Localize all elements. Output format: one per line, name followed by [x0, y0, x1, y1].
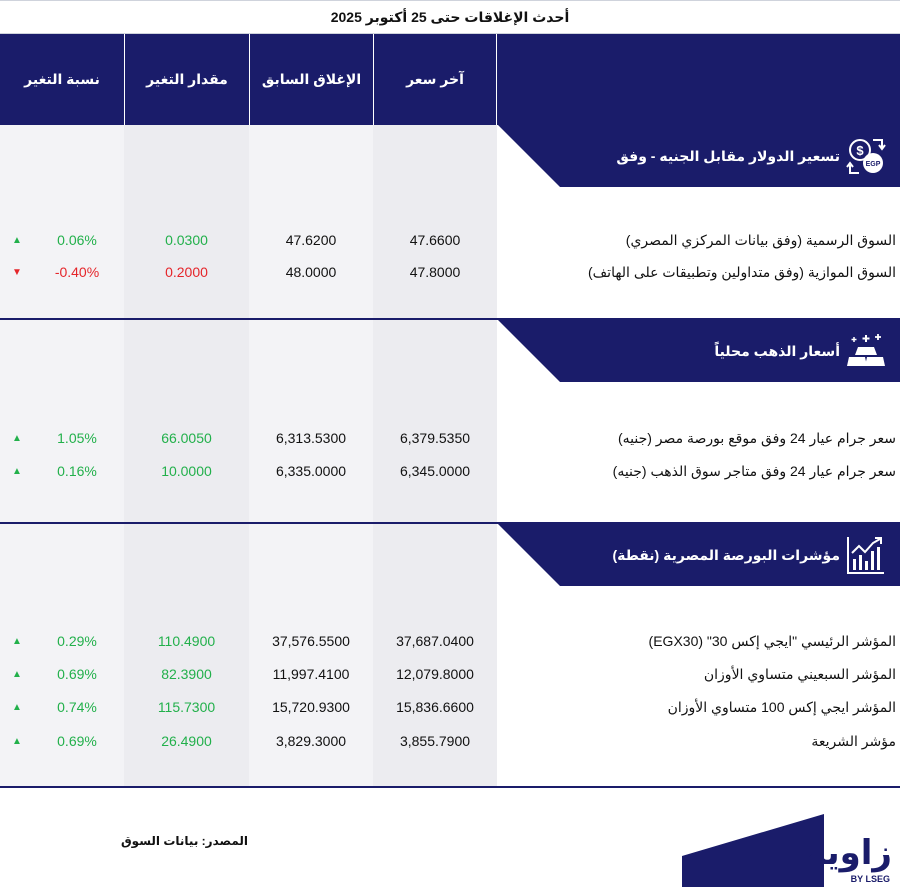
stock-chart-icon — [846, 535, 886, 575]
up-arrow-icon: ▲ — [12, 668, 22, 680]
row-change-percent: 0.69% — [57, 666, 97, 682]
row-change-percent: 0.74% — [57, 699, 97, 715]
zawya-logo: زاوية BY LSEG — [682, 806, 900, 887]
row-previous-close: 6,335.0000 — [275, 463, 347, 479]
row-last-price: 6,345.0000 — [399, 463, 471, 479]
row-change-amount: 0.2000 — [165, 264, 208, 280]
up-arrow-icon: ▲ — [12, 735, 22, 747]
section-divider — [0, 318, 900, 320]
row-change-percent: 0.06% — [57, 232, 97, 248]
report-title-bar: أحدث الإغلاقات حتى 25 أكتوبر 2025 — [0, 0, 900, 34]
section-title: أسعار الذهب محلياً — [714, 342, 840, 359]
section-banner-egx-indices: مؤشرات البورصة المصرية (نقطة) — [498, 524, 900, 586]
logo-wordmark: زاوية — [806, 833, 892, 873]
row-label: السوق الموازية (وفق متداولين وتطبيقات عل… — [588, 263, 896, 280]
dollar-egp-exchange-icon: $ EGP — [846, 136, 886, 176]
row-label: المؤشر الرئيسي "ايجي إكس 30" (EGX30) — [648, 632, 896, 649]
row-last-price: 47.6600 — [409, 232, 461, 248]
table-row: مؤشر الشريعة 3,855.7900 3,829.3000 26.49… — [0, 726, 900, 756]
row-change-amount: 82.3900 — [161, 666, 212, 682]
up-arrow-icon: ▲ — [12, 701, 22, 713]
row-last-price: 37,687.0400 — [396, 633, 474, 649]
column-shade-change — [124, 125, 249, 787]
row-last-price: 47.8000 — [409, 264, 461, 280]
table-row: السوق الموازية (وفق متداولين وتطبيقات عل… — [0, 257, 900, 287]
row-change-amount: 110.4900 — [157, 633, 216, 649]
column-shade-prev — [249, 125, 373, 787]
row-last-price: 15,836.6600 — [396, 699, 474, 715]
header-last-price: آخر سعر — [373, 34, 497, 125]
row-change-amount: 115.7300 — [157, 699, 216, 715]
section-banner-usd-egp: تسعير الدولار مقابل الجنيه - وفق $ EGP — [498, 125, 900, 187]
up-arrow-icon: ▲ — [12, 234, 22, 246]
table-bottom-border — [0, 786, 900, 788]
up-arrow-icon: ▲ — [12, 635, 22, 647]
row-change-percent: -0.40% — [54, 264, 100, 280]
table-row: المؤشر السبعيني متساوي الأوزان 12,079.80… — [0, 659, 900, 689]
row-change-amount: 66.0050 — [161, 430, 212, 446]
gold-bars-icon — [846, 331, 886, 371]
row-previous-close: 15,720.9300 — [272, 699, 350, 715]
svg-text:$: $ — [856, 143, 864, 158]
row-previous-close: 11,997.4100 — [272, 666, 350, 682]
table-row: المؤشر الرئيسي "ايجي إكس 30" (EGX30) 37,… — [0, 626, 900, 656]
row-change-percent: 0.16% — [57, 463, 97, 479]
table-row: سعر جرام عيار 24 وفق متاجر سوق الذهب (جن… — [0, 456, 900, 486]
header-change-amount: مقدار التغير — [124, 34, 249, 125]
row-previous-close: 6,313.5300 — [275, 430, 347, 446]
table-row: سعر جرام عيار 24 وفق موقع بورصة مصر (جني… — [0, 423, 900, 453]
row-label: سعر جرام عيار 24 وفق موقع بورصة مصر (جني… — [617, 429, 896, 446]
row-change-percent: 0.69% — [57, 733, 97, 749]
logo-subtext: BY LSEG — [851, 874, 890, 884]
row-change-percent: 0.29% — [57, 633, 97, 649]
header-change-percent: نسبة التغير — [24, 71, 100, 87]
row-change-percent: 1.05% — [57, 430, 97, 446]
row-label: المؤشر ايجي إكس 100 متساوي الأوزان — [667, 698, 896, 715]
row-previous-close: 3,829.3000 — [275, 733, 347, 749]
row-label: المؤشر السبعيني متساوي الأوزان — [703, 665, 896, 682]
row-last-price: 3,855.7900 — [399, 733, 471, 749]
row-change-amount: 10.0000 — [161, 463, 212, 479]
row-change-amount: 0.0300 — [165, 232, 208, 248]
row-previous-close: 37,576.5500 — [272, 633, 350, 649]
report-title: أحدث الإغلاقات حتى 25 أكتوبر 2025 — [330, 9, 570, 25]
table-header: آخر سعر الإغلاق السابق مقدار التغير نسبة… — [0, 34, 900, 125]
section-title: تسعير الدولار مقابل الجنيه - وفق — [616, 147, 840, 164]
table-row: المؤشر ايجي إكس 100 متساوي الأوزان 15,83… — [0, 692, 900, 722]
row-label: سعر جرام عيار 24 وفق متاجر سوق الذهب (جن… — [612, 462, 896, 479]
section-title: مؤشرات البورصة المصرية (نقطة) — [612, 546, 840, 563]
svg-text:EGP: EGP — [866, 161, 881, 168]
table-row: السوق الرسمية (وفق بيانات المركزي المصري… — [0, 225, 900, 255]
row-last-price: 6,379.5350 — [399, 430, 471, 446]
section-banner-gold: أسعار الذهب محلياً — [498, 320, 900, 382]
row-last-price: 12,079.8000 — [396, 666, 474, 682]
section-divider — [0, 522, 900, 524]
column-shade-last — [373, 125, 497, 787]
column-shade-pct — [0, 125, 124, 787]
row-previous-close: 47.6200 — [285, 232, 337, 248]
up-arrow-icon: ▲ — [12, 432, 22, 444]
row-label: السوق الرسمية (وفق بيانات المركزي المصري… — [625, 231, 896, 248]
row-change-amount: 26.4900 — [161, 733, 212, 749]
up-arrow-icon: ▲ — [12, 465, 22, 477]
header-previous-close: الإغلاق السابق — [249, 34, 373, 125]
row-previous-close: 48.0000 — [285, 264, 337, 280]
source-note: المصدر: بيانات السوق — [120, 834, 248, 848]
down-arrow-icon: ▼ — [12, 266, 22, 278]
row-label: مؤشر الشريعة — [811, 732, 896, 749]
